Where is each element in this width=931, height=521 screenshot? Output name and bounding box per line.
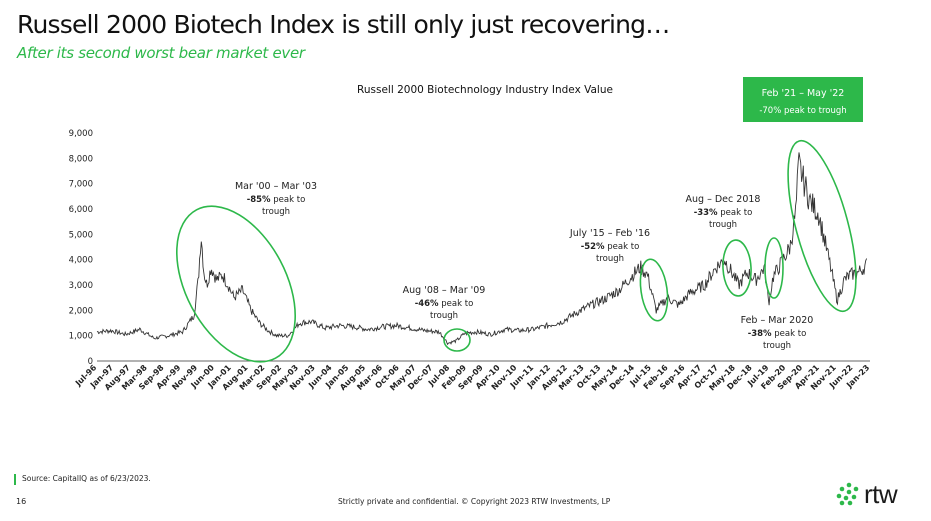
- annotation-trough: trough: [430, 311, 458, 321]
- highlight-ellipse: [787, 139, 857, 313]
- confidential-note: Strictly private and confidential. © Cop…: [338, 497, 611, 506]
- y-tick-label: 1,000: [69, 332, 93, 342]
- annotation-detail-rest: peak to: [718, 208, 753, 218]
- callout-line1: Feb '21 – May '22: [762, 88, 845, 99]
- highlight-ellipses: [176, 139, 857, 363]
- y-tick-label: 4,000: [69, 256, 93, 266]
- annotation-trough: trough: [596, 254, 624, 264]
- highlight-ellipse: [764, 237, 784, 299]
- page-title: Russell 2000 Biotech Index is still only…: [17, 10, 670, 39]
- annotation-detail: -85% peak to: [247, 195, 306, 205]
- source-marker: [14, 474, 16, 485]
- page-subtitle: After its second worst bear market ever: [17, 44, 305, 62]
- annotation-detail-rest: peak to: [772, 329, 807, 339]
- annotation-title: Aug '08 – Mar '09: [403, 285, 486, 296]
- source-note: Source: CapitalIQ as of 6/23/2023.: [22, 474, 151, 483]
- annotation-title: Aug – Dec 2018: [686, 194, 761, 205]
- y-tick-label: 6,000: [69, 205, 93, 215]
- highlight-ellipse: [639, 258, 669, 322]
- x-axis: Jul-96Jan-97Aug-97Mar-98Sep-98Apr-99Nov-…: [73, 360, 871, 393]
- highlight-ellipse: [722, 239, 752, 297]
- annotation-title: July '15 – Feb '16: [569, 228, 650, 239]
- annotation-trough: trough: [709, 220, 737, 230]
- callout-line2: -70% peak to trough: [759, 106, 846, 116]
- highlight-ellipse: [176, 205, 296, 363]
- annotation-detail-rest: peak to: [439, 299, 474, 309]
- annotation-detail: -52% peak to: [581, 242, 640, 252]
- callout-box: [743, 77, 863, 122]
- annotation-detail: -38% peak to: [748, 329, 807, 339]
- y-tick-label: 3,000: [69, 281, 93, 291]
- y-tick-label: 7,000: [69, 180, 93, 190]
- chart-title: Russell 2000 Biotechnology Industry Inde…: [357, 84, 613, 96]
- y-tick-label: 8,000: [69, 154, 93, 164]
- y-tick-label: 0: [88, 357, 93, 367]
- y-tick-label: 9,000: [69, 129, 93, 139]
- annotation-detail-rest: peak to: [605, 242, 640, 252]
- annotations: Mar '00 – Mar '03 -85% peak to trough Aug '…: [235, 181, 813, 351]
- annotation-detail: -33% peak to: [694, 208, 753, 218]
- annotation-trough: trough: [763, 341, 791, 351]
- annotation-drawdown: -85%: [247, 195, 271, 205]
- annotation-detail-rest: peak to: [271, 195, 306, 205]
- highlight-ellipse: [443, 328, 471, 352]
- annotation-trough: trough: [262, 207, 290, 217]
- annotation-drawdown: -33%: [694, 208, 718, 218]
- logo-dots-icon: [836, 482, 859, 506]
- page-number: 16: [16, 497, 27, 506]
- annotation-detail: -46% peak to: [415, 299, 474, 309]
- y-tick-label: 2,000: [69, 306, 93, 316]
- annotation-drawdown: -52%: [581, 242, 605, 252]
- annotation-title: Mar '00 – Mar '03: [235, 181, 317, 192]
- logo-text: rtw: [864, 479, 898, 509]
- annotation-title: Feb – Mar 2020: [741, 315, 814, 326]
- annotation-drawdown: -46%: [415, 299, 439, 309]
- annotation-drawdown: -38%: [748, 329, 772, 339]
- y-tick-label: 5,000: [69, 230, 93, 240]
- series-line: [96, 152, 868, 346]
- rtw-logo: rtw: [836, 479, 920, 510]
- y-axis: 0 1,000 2,000 3,000 4,000 5,000 6,000 7,000 8,00…: [69, 129, 93, 367]
